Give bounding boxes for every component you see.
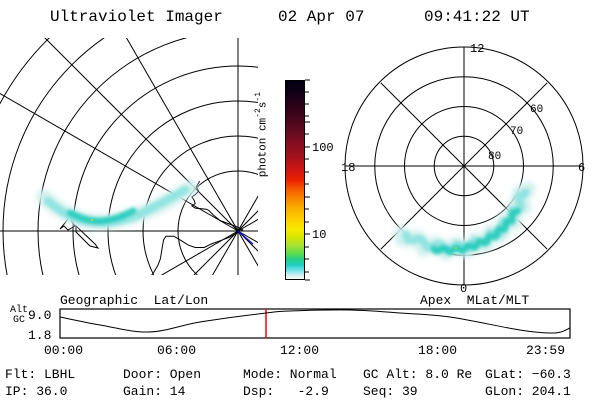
- svg-text:18: 18: [341, 161, 355, 175]
- svg-text:70: 70: [510, 126, 523, 138]
- svg-text:10: 10: [312, 228, 326, 242]
- svg-text:12: 12: [470, 42, 484, 56]
- svg-text:60: 60: [530, 104, 543, 116]
- svg-text:80: 80: [488, 151, 501, 163]
- svg-text:6: 6: [578, 161, 585, 175]
- svg-text:100: 100: [312, 141, 334, 155]
